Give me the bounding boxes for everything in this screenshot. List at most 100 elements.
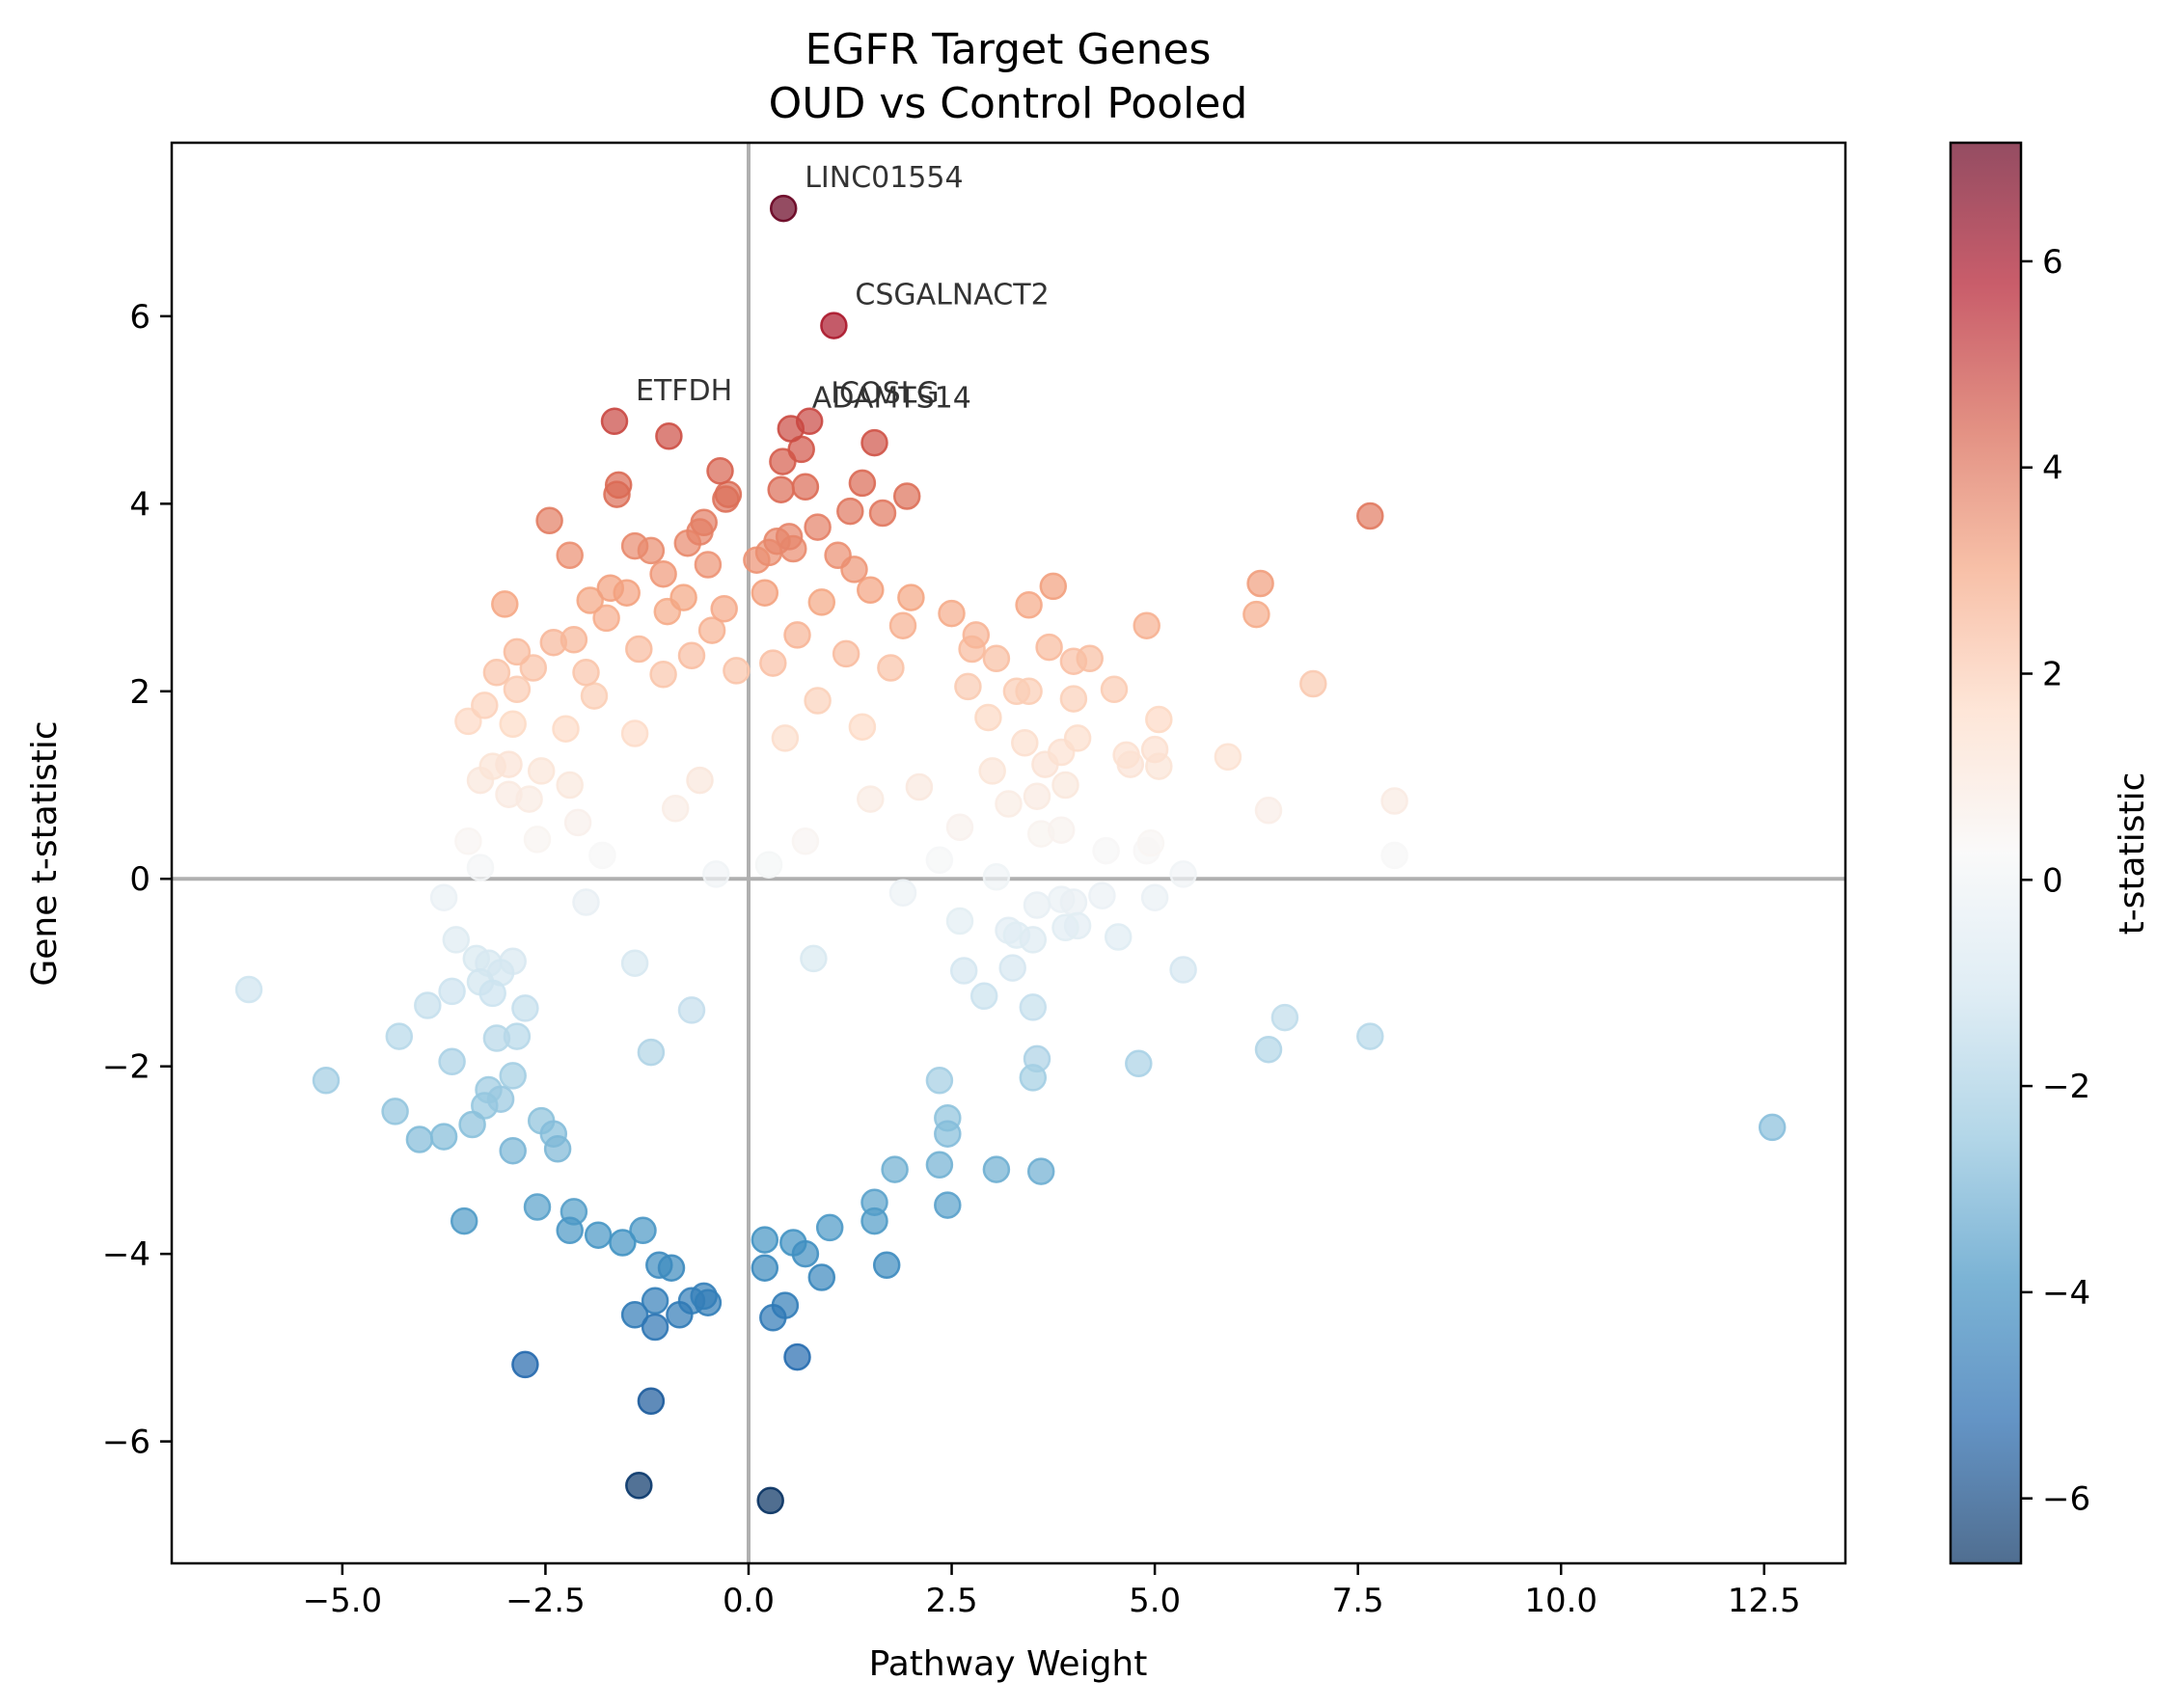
y-axis-label: Gene t-statistic: [25, 720, 65, 986]
data-point: [723, 657, 751, 685]
y-tick-label: 4: [129, 485, 150, 524]
data-point: [1380, 841, 1408, 870]
data-point: [1140, 883, 1169, 911]
data-point: [1356, 502, 1384, 530]
colorbar: [1949, 141, 2023, 1565]
data-point: [824, 541, 852, 570]
data-point: [661, 795, 690, 823]
data-point: [666, 1301, 694, 1329]
data-point: [454, 707, 482, 736]
data-points: [234, 194, 1787, 1515]
y-tick-label: −4: [102, 1235, 150, 1274]
data-point: [945, 813, 974, 842]
data-point: [694, 1288, 723, 1316]
data-point: [791, 1239, 820, 1268]
data-point: [609, 1229, 637, 1257]
data-point: [1112, 741, 1140, 770]
x-tick-label: 10.0: [1524, 1582, 1597, 1620]
data-point: [820, 312, 848, 339]
colorbar-tick-label: 2: [2042, 656, 2063, 694]
data-point: [857, 785, 885, 813]
data-point: [804, 687, 832, 715]
data-point: [1270, 1003, 1299, 1032]
data-point: [1059, 888, 1088, 916]
data-point: [1023, 891, 1051, 919]
data-point: [938, 599, 966, 628]
annotation-label: ETFDH: [636, 374, 732, 408]
data-point: [969, 982, 998, 1011]
colorbar-tick-label: 6: [2042, 243, 2063, 282]
data-point: [482, 659, 511, 687]
data-point: [706, 457, 734, 485]
data-point: [978, 757, 1006, 785]
data-point: [312, 1067, 341, 1095]
data-point: [949, 957, 978, 985]
data-point: [714, 480, 743, 508]
data-point: [657, 1254, 686, 1282]
data-point: [596, 574, 625, 603]
data-point: [860, 1206, 888, 1235]
data-point: [945, 907, 974, 935]
chart-title-line-2: OUD vs Control Pooled: [769, 79, 1248, 128]
data-point: [791, 473, 820, 502]
data-point: [1047, 816, 1076, 844]
data-point: [697, 616, 726, 644]
data-point: [482, 1024, 511, 1052]
data-point: [381, 1098, 409, 1125]
data-point: [1254, 797, 1283, 825]
data-point: [751, 1254, 779, 1282]
data-point: [1125, 1049, 1153, 1078]
data-point: [511, 1350, 539, 1379]
plot-frame: [170, 141, 1847, 1565]
x-axis: −5.0 −2.5 0.0 2.5 5.0 7.5 10.0 12.5: [303, 1563, 1801, 1620]
data-point: [629, 1216, 657, 1245]
data-point: [580, 682, 609, 710]
data-point: [655, 422, 683, 450]
data-point: [563, 808, 592, 837]
data-point: [1019, 993, 1048, 1021]
data-point: [234, 975, 263, 1004]
data-point: [527, 757, 556, 785]
data-point: [600, 407, 629, 436]
data-point: [592, 604, 620, 633]
data-point: [982, 863, 1011, 891]
data-point: [649, 559, 677, 588]
data-point: [491, 590, 519, 618]
data-point: [414, 991, 442, 1019]
data-point: [1380, 787, 1408, 815]
data-point: [641, 1313, 669, 1342]
data-point: [523, 826, 552, 854]
data-point: [848, 713, 877, 741]
data-point: [543, 1135, 572, 1163]
data-point: [995, 790, 1023, 818]
data-point: [974, 703, 1002, 732]
data-point: [756, 1486, 784, 1515]
data-point: [620, 1301, 649, 1329]
colorbar-tick-label: 4: [2042, 449, 2063, 488]
data-point: [1011, 729, 1039, 757]
data-point: [503, 675, 532, 704]
data-point: [1019, 1064, 1048, 1092]
data-point: [454, 827, 482, 855]
chart-title-line-1: EGFR Target Genes: [805, 25, 1212, 74]
data-point: [1100, 675, 1129, 704]
data-point: [385, 1022, 414, 1050]
data-point: [982, 644, 1011, 673]
data-point: [637, 1038, 666, 1067]
data-point: [429, 1123, 458, 1151]
data-point: [897, 583, 925, 611]
data-point: [881, 1155, 909, 1183]
data-point: [584, 1221, 613, 1249]
data-point: [1214, 743, 1242, 772]
data-point: [572, 888, 600, 916]
data-point: [710, 594, 738, 623]
colorbar-ticks: −6 −4 −2 0 2 4 6: [2021, 243, 2090, 1519]
data-point: [998, 954, 1026, 982]
data-point: [1242, 600, 1270, 629]
data-point: [888, 611, 917, 639]
data-point: [471, 691, 499, 719]
data-point: [783, 621, 811, 649]
data-point: [836, 497, 864, 526]
data-point: [458, 1110, 486, 1139]
